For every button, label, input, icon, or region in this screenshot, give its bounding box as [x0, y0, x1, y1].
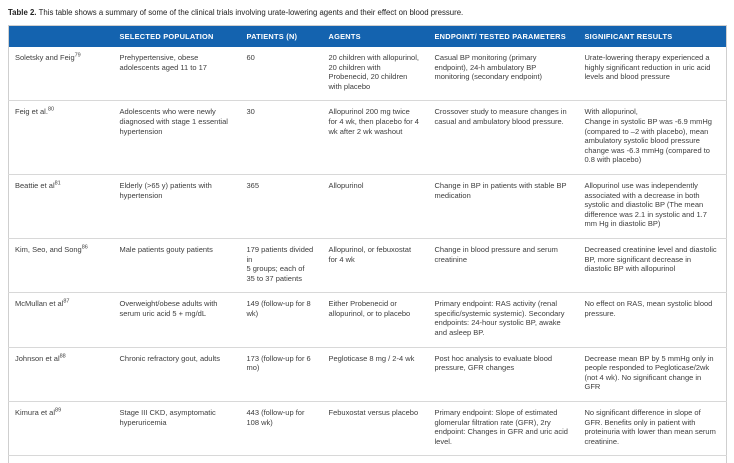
agents-cell: 20 children with allopurinol, 20 childre… [322, 47, 429, 102]
results-cell: No significant change in systolic blood … [578, 455, 727, 463]
population-cell: Stage III CKD, asymptomatic hyperuricemi… [113, 401, 241, 457]
results-cell: No significant difference in slope of GF… [578, 401, 727, 457]
study-cell: McMullan et al87 [8, 292, 114, 348]
results-cell: Urate-lowering therapy experienced a hig… [578, 47, 727, 102]
study-reference-number: 81 [54, 180, 61, 187]
column-header-agents: AGENTS [322, 25, 429, 47]
study-cell: Beattie et al81 [8, 174, 114, 239]
table-caption-label: Table 2. [8, 8, 37, 17]
population-cell: Overweight/obese adults with serum uric … [113, 292, 241, 348]
study-reference-number: 79 [74, 52, 81, 59]
population-cell: Elderly (>65 y) patients with hypertensi… [113, 174, 241, 239]
patients-cell: 30 [240, 100, 323, 175]
endpoint-cell: Primary endpoint: Slope of estimated glo… [428, 401, 579, 457]
study-name: Beattie et al [15, 180, 55, 190]
study-cell: Serum Urate Reduction to Prevent Hyperte… [8, 455, 114, 463]
table-caption-text: This table shows a summary of some of th… [38, 8, 464, 17]
population-cell: Prehypertensive, obese adolescents aged … [113, 47, 241, 102]
study-name: Feig et al. [15, 107, 48, 117]
column-header-study [8, 25, 114, 47]
population-cell: 18 to 40 y old with baseline systolic BP… [113, 455, 241, 463]
agents-cell: Allopurinol, or febuxostat for 4 wk [322, 238, 429, 294]
study-name: McMullan et al [15, 299, 64, 309]
endpoint-cell: Primary endpoint: RAS activity (renal sp… [428, 292, 579, 348]
clinical-trials-table: SELECTED POPULATION PATIENTS (N) AGENTS END… [8, 25, 727, 463]
study-cell: Johnson et al88 [8, 347, 114, 403]
results-cell: With allopurinol, Change in systolic BP … [578, 100, 727, 175]
table-row: Feig et al.80 Adolescents who were newly … [8, 100, 727, 175]
column-header-population: SELECTED POPULATION [113, 25, 241, 47]
table-row: Kimura et al89 Stage III CKD, asymptomati… [8, 401, 727, 457]
study-cell: Kimura et al89 [8, 401, 114, 457]
results-cell: No effect on RAS, mean systolic blood pr… [578, 292, 727, 348]
study-name: Kim, Seo, and Song [15, 244, 82, 254]
agents-cell: Allopurinol [322, 174, 429, 239]
study-reference-number: 86 [81, 244, 88, 251]
results-cell: Allopurinol use was independently associ… [578, 174, 727, 239]
patients-cell: 60 [240, 47, 323, 102]
endpoint-cell: Change in BP in patients with stable BP … [428, 174, 579, 239]
column-header-patients: PATIENTS (N) [240, 25, 323, 47]
study-cell: Soletsky and Feig79 [8, 47, 114, 102]
table-row: Serum Urate Reduction to Prevent Hyperte… [8, 455, 727, 463]
table-row: Johnson et al88 Chronic refractory gout, … [8, 347, 727, 403]
patients-cell: 365 [240, 174, 323, 239]
endpoint-cell: Change in blood pressure and serum creat… [428, 238, 579, 294]
endpoint-cell: Post hoc analysis to evaluate blood pres… [428, 347, 579, 403]
patients-cell: 179 patients divided in 5 groups; each o… [240, 238, 323, 294]
endpoint-cell: Change from baseline 24-hour ambulatory … [428, 455, 579, 463]
study-name: Johnson et al [15, 353, 60, 363]
study-reference-number: 87 [63, 298, 70, 305]
table-row: Kim, Seo, and Song86 Male patients gouty … [8, 238, 727, 294]
study-reference-number: 89 [55, 407, 62, 414]
endpoint-cell: Crossover study to measure changes in ca… [428, 100, 579, 175]
agents-cell: Febuxostat versus placebo [322, 401, 429, 457]
population-cell: Male patients gouty patients [113, 238, 241, 294]
results-cell: Decrease mean BP by 5 mmHg only in peopl… [578, 347, 727, 403]
population-cell: Chronic refractory gout, adults [113, 347, 241, 403]
study-cell: Feig et al.80 [8, 100, 114, 175]
table-row: Soletsky and Feig79 Prehypertensive, obes… [8, 47, 727, 102]
study-name: Kimura et al [15, 408, 56, 418]
agents-cell: Either Probenecid or allopurinol, or to … [322, 292, 429, 348]
study-name: Soletsky and Feig [15, 53, 75, 62]
table-row: Beattie et al81 Elderly (>65 y) patients … [8, 174, 727, 239]
population-cell: Adolescents who were newly diagnosed wit… [113, 100, 241, 175]
table-row: McMullan et al87 Overweight/obese adults … [8, 292, 727, 348]
table-header-row: SELECTED POPULATION PATIENTS (N) AGENTS END… [8, 25, 727, 47]
patients-cell: 443 (follow-up for 108 wk) [240, 401, 323, 457]
column-header-results: SIGNIFICANT RESULTS [578, 25, 727, 47]
agents-cell: Pegloticase 8 mg / 2-4 wk [322, 347, 429, 403]
patients-cell: 173 (follow-up for 6 mo) [240, 347, 323, 403]
table-caption: Table 2. This table shows a summary of s… [8, 7, 726, 18]
column-header-endpoint: ENDPOINT/ TESTED PARAMETERS [428, 25, 579, 47]
endpoint-cell: Casual BP monitoring (primary endpoint),… [428, 47, 579, 102]
agents-cell: Allopurinol 200 mg twice for 4 wk, then … [322, 100, 429, 175]
study-cell: Kim, Seo, and Song86 [8, 238, 114, 294]
agents-cell: Allopurinol [322, 455, 429, 463]
results-cell: Decreased creatinine level and diastolic… [578, 238, 727, 294]
patients-cell: Ongoing recruiting [240, 455, 323, 463]
study-reference-number: 88 [59, 353, 66, 360]
patients-cell: 149 (follow-up for 8 wk) [240, 292, 323, 348]
study-reference-number: 80 [47, 106, 55, 113]
